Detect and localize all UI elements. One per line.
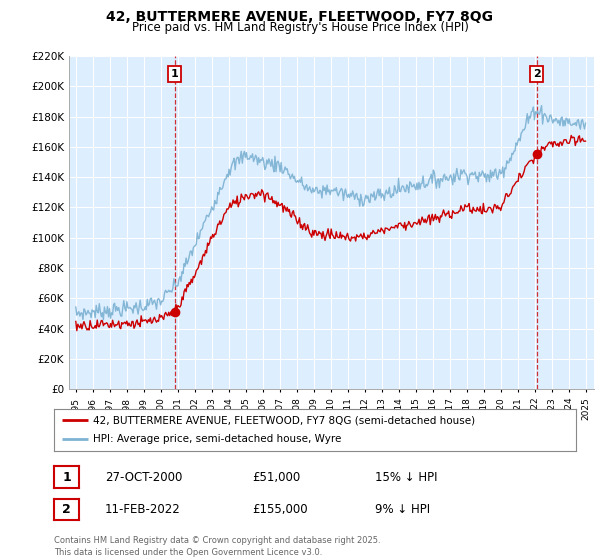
Text: £51,000: £51,000 [252,470,300,484]
Text: 1: 1 [171,69,179,79]
Text: Price paid vs. HM Land Registry's House Price Index (HPI): Price paid vs. HM Land Registry's House … [131,21,469,34]
Text: 11-FEB-2022: 11-FEB-2022 [105,503,181,516]
Text: 15% ↓ HPI: 15% ↓ HPI [375,470,437,484]
Text: £155,000: £155,000 [252,503,308,516]
Text: 1: 1 [62,470,71,484]
Text: 42, BUTTERMERE AVENUE, FLEETWOOD, FY7 8QG: 42, BUTTERMERE AVENUE, FLEETWOOD, FY7 8Q… [107,10,493,24]
Text: Contains HM Land Registry data © Crown copyright and database right 2025.
This d: Contains HM Land Registry data © Crown c… [54,536,380,557]
Text: 27-OCT-2000: 27-OCT-2000 [105,470,182,484]
Text: 9% ↓ HPI: 9% ↓ HPI [375,503,430,516]
Text: 2: 2 [533,69,541,79]
Text: 2: 2 [62,503,71,516]
Text: 42, BUTTERMERE AVENUE, FLEETWOOD, FY7 8QG (semi-detached house): 42, BUTTERMERE AVENUE, FLEETWOOD, FY7 8Q… [93,415,475,425]
Text: HPI: Average price, semi-detached house, Wyre: HPI: Average price, semi-detached house,… [93,435,341,445]
